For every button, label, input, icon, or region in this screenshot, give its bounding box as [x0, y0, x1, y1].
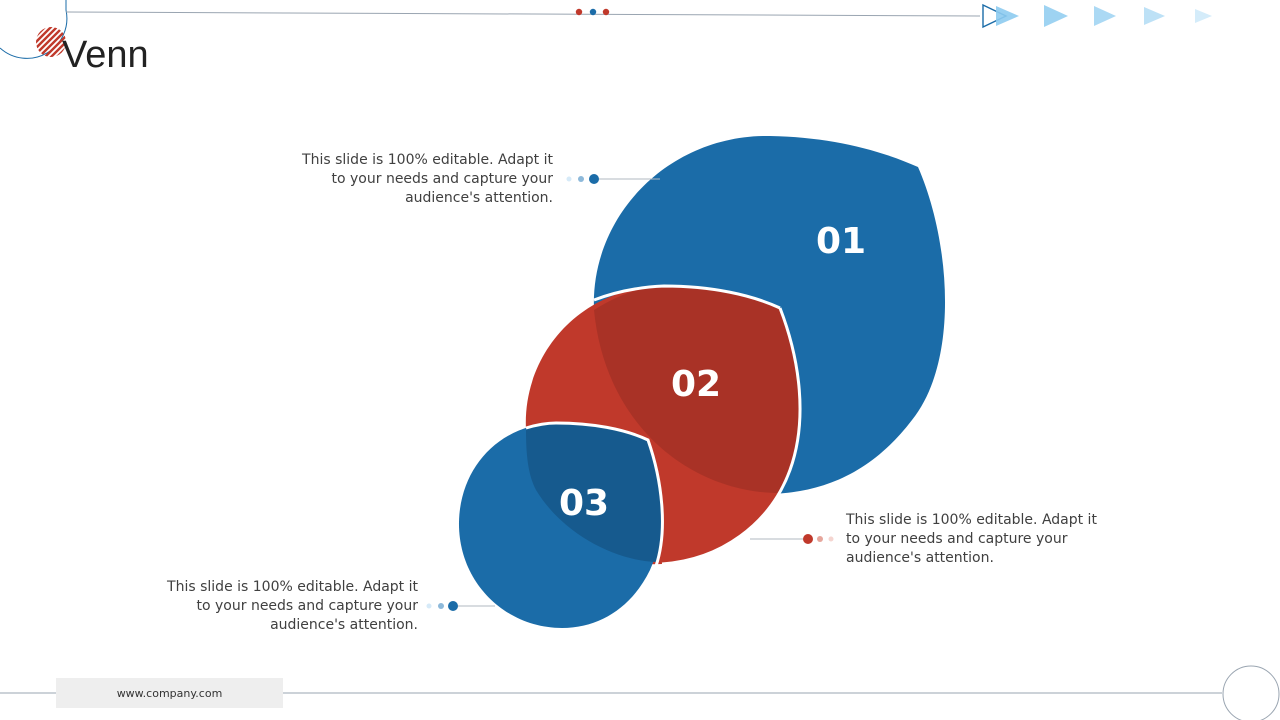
- arrow-icon-2: [1044, 5, 1068, 27]
- top-dot-red-1: [575, 8, 583, 16]
- top-rule: [65, 11, 981, 17]
- venn-overlap-02-03: [526, 423, 663, 562]
- callout-02: This slide is 100% editable. Adapt it to…: [846, 512, 1097, 566]
- venn-overlap-01-02: [594, 286, 801, 493]
- arrow-icon-1: [996, 6, 1019, 26]
- top-dot-red-2: [602, 8, 610, 16]
- venn-label-03: 03: [559, 483, 609, 524]
- venn-shape-03-border: [525, 421, 664, 567]
- venn-shape-02-border-top: [593, 284, 781, 310]
- venn-shape-02-border: [661, 307, 802, 566]
- bottom-right-circle-decoration: [1222, 665, 1280, 720]
- callout-03: This slide is 100% editable. Adapt it to…: [167, 579, 418, 633]
- connector-01: [566, 174, 660, 184]
- venn-label-02: 02: [671, 364, 721, 405]
- footer-url[interactable]: www.company.com: [116, 686, 223, 700]
- top-dot-blue: [589, 8, 597, 16]
- arrow-icon-5: [1195, 9, 1212, 23]
- footer-url-box: www.company.com: [56, 678, 283, 708]
- arrow-icon-4: [1144, 7, 1165, 25]
- arrow-icon-3: [1094, 6, 1116, 26]
- callout-01: This slide is 100% editable. Adapt it to…: [302, 152, 553, 206]
- slide-title: Venn: [62, 34, 149, 76]
- connector-02: [750, 534, 834, 544]
- venn-label-01: 01: [816, 221, 866, 262]
- arrow-outline-icon: [982, 3, 1008, 29]
- connector-03: [426, 601, 495, 611]
